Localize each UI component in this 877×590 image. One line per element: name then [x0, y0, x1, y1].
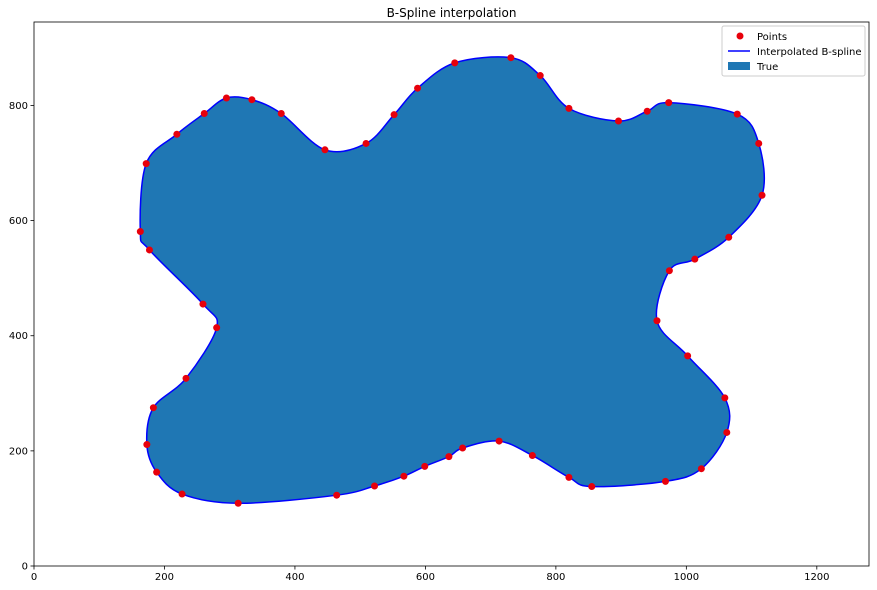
x-tick-label: 0 [31, 572, 37, 583]
interpolated-spline-line [139, 56, 766, 505]
data-point-46 [390, 111, 398, 119]
chart-title: B-Spline interpolation [387, 6, 517, 20]
legend-frame [721, 25, 866, 77]
data-point-39 [173, 130, 181, 138]
data-point-48 [451, 59, 459, 67]
data-point-34 [213, 324, 221, 332]
data-point-27 [333, 491, 341, 499]
x-tick-label: 200 [155, 572, 174, 583]
data-point-22 [459, 444, 467, 452]
data-point-21 [495, 437, 503, 445]
data-point-14 [721, 394, 729, 402]
axes: 0 200 400 600 800 1000 1200 0 200 400 600 800 [9, 21, 870, 583]
axes-frame [33, 21, 870, 567]
data-point-7 [755, 139, 763, 147]
data-point-6 [733, 110, 741, 118]
data-point-37 [136, 228, 144, 236]
data-point-16 [697, 465, 705, 473]
data-point-30 [153, 468, 161, 476]
data-point-44 [321, 146, 329, 154]
legend: Points Interpolated B-spline True [721, 25, 866, 77]
data-point-19 [565, 473, 573, 481]
data-point-4 [643, 107, 651, 115]
data-point-31 [143, 441, 151, 449]
data-point-42 [248, 96, 256, 104]
x-tick-label: 600 [416, 572, 435, 583]
data-point-5 [665, 99, 673, 107]
data-point-38 [142, 160, 150, 168]
data-point-33 [182, 374, 190, 382]
data-point-12 [653, 317, 661, 325]
data-point-23 [445, 453, 453, 461]
data-point-8 [758, 191, 766, 199]
data-point-13 [684, 352, 692, 360]
data-point-0 [507, 54, 515, 62]
x-tick-label: 400 [285, 572, 304, 583]
data-point-36 [145, 246, 153, 254]
legend-patch-true [728, 62, 750, 70]
data-point-25 [400, 472, 408, 480]
data-point-26 [371, 482, 379, 490]
true-region [140, 56, 765, 504]
y-tick-label: 600 [9, 216, 28, 227]
legend-label-points: Points [757, 32, 787, 43]
y-tick-label: 0 [22, 562, 28, 573]
data-point-45 [362, 139, 370, 147]
data-point-10 [691, 255, 699, 263]
legend-label-spline: Interpolated B-spline [757, 47, 862, 58]
y-tick-label: 800 [9, 101, 28, 112]
data-point-11 [665, 267, 673, 275]
data-point-18 [588, 483, 596, 491]
data-point-28 [234, 499, 242, 507]
x-tick-label: 800 [546, 572, 565, 583]
data-point-15 [723, 428, 731, 436]
data-point-40 [200, 110, 208, 118]
data-point-17 [661, 477, 669, 485]
plot-area [136, 54, 766, 507]
legend-marker-points [736, 32, 744, 40]
data-point-3 [615, 117, 622, 125]
data-point-24 [421, 462, 429, 470]
data-point-1 [536, 72, 544, 80]
data-point-32 [149, 404, 157, 412]
data-point-20 [528, 451, 536, 459]
y-tick-label: 400 [9, 331, 28, 342]
data-point-29 [178, 490, 186, 498]
data-point-2 [565, 104, 573, 112]
x-tick-label: 1000 [674, 572, 699, 583]
data-point-47 [414, 84, 422, 92]
y-tick-label: 200 [9, 446, 28, 457]
data-point-35 [199, 300, 207, 308]
data-point-9 [725, 233, 733, 241]
data-point-41 [222, 94, 230, 102]
data-point-43 [277, 110, 285, 118]
legend-label-true: True [756, 62, 778, 73]
x-tick-label: 1200 [804, 572, 829, 583]
